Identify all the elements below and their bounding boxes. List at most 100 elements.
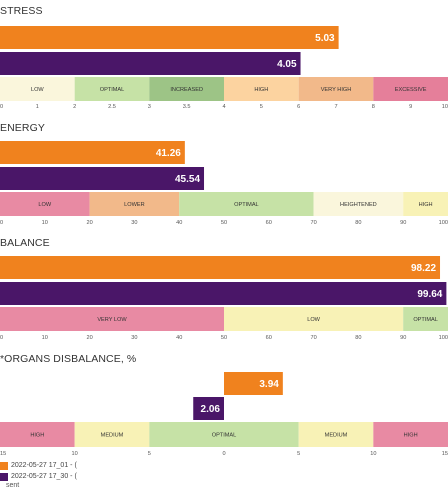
zone-label-0-4: VERY HIGH: [321, 87, 352, 93]
bar-2-series-2: [0, 282, 447, 305]
tick-label-3-0: 15: [0, 451, 6, 457]
tick-label-2-7: 70: [310, 335, 316, 341]
zone-3-1: [74, 422, 150, 447]
zone-label-3-0: HIGH: [30, 433, 44, 439]
bar-2-series-1: [0, 256, 441, 279]
legend-swatch-series-1: [0, 461, 8, 470]
tick-label-3-4: 5: [297, 451, 300, 457]
stress-title: STRESS: [0, 5, 43, 17]
zone-3-2: [149, 422, 299, 447]
tick-label-2-4: 40: [176, 335, 182, 341]
legend-label-series-2: 2022-05-27 17_30 - (: [11, 473, 77, 480]
tick-label-0-3: 2.5: [108, 104, 116, 110]
tick-label-0-1: 1: [36, 104, 39, 110]
zone-label-0-3: HIGH: [254, 87, 268, 93]
tick-label-2-1: 10: [42, 335, 48, 341]
chart-canvas: LOW OPTIMAL INCREASED HIGH VERY HIGH EXCESSIV…: [0, 26, 448, 457]
tick-label-2-3: 30: [131, 335, 137, 341]
tick-label-0-8: 6: [297, 104, 300, 110]
tick-label-1-5: 50: [221, 220, 227, 226]
tick-label-2-5: 50: [221, 335, 227, 341]
bar-0-series-2: [0, 52, 301, 75]
zone-label-1-4: HIGH: [419, 202, 433, 208]
zone-0-3: [224, 77, 299, 101]
zone-label-2-1: LOW: [307, 317, 320, 323]
zone-label-0-1: OPTIMAL: [100, 87, 125, 93]
zone-1-2: [179, 192, 314, 216]
tick-label-3-5: 10: [370, 451, 376, 457]
legend-label-series-1: 2022-05-27 17_01 - (: [11, 462, 77, 469]
zone-2-2: [403, 307, 448, 331]
zone-0-1: [74, 77, 150, 101]
tick-label-1-8: 80: [355, 220, 361, 226]
legend: 2022-05-27 17_01 - ( 2022-05-27 17_30 - …: [0, 460, 77, 489]
bar-label-3-series-1: 3.94: [259, 379, 279, 390]
zone-label-0-2: INCREASED: [170, 87, 203, 93]
zone-1-1: [89, 192, 180, 216]
zone-2-0: [0, 307, 224, 331]
zone-0-4: [298, 77, 374, 101]
zone-label-1-3: HEIGHTENED: [340, 202, 377, 208]
tick-label-2-0: 0: [0, 335, 3, 341]
tick-label-0-11: 9: [409, 104, 412, 110]
bar-label-3-series-2: 2.06: [201, 404, 221, 415]
tick-label-3-6: 15: [442, 451, 448, 457]
zone-2-1: [224, 307, 404, 331]
zone-0-0: [0, 77, 75, 101]
tick-label-2-8: 80: [355, 335, 361, 341]
bar-0-series-1: [0, 26, 339, 49]
zone-label-1-1: LOWER: [124, 202, 145, 208]
tick-label-1-7: 70: [310, 220, 316, 226]
zone-3-4: [373, 422, 448, 447]
zone-label-1-0: LOW: [38, 202, 51, 208]
zone-label-3-3: MEDIUM: [325, 433, 348, 439]
zone-label-2-2: OPTIMAL: [413, 317, 438, 323]
zone-1-4: [403, 192, 448, 216]
tick-label-3-1: 10: [72, 451, 78, 457]
tick-label-2-2: 20: [86, 335, 92, 341]
tick-label-1-0: 0: [0, 220, 3, 226]
zone-label-3-4: HIGH: [404, 433, 418, 439]
legend-item-series-1[interactable]: 2022-05-27 17_01 - (: [0, 460, 77, 471]
tick-label-3-2: 5: [148, 451, 151, 457]
legend-swatch-series-2: [0, 472, 8, 481]
bar-3-series-2: [193, 397, 224, 420]
legend-extra-text: sent: [6, 482, 20, 489]
tick-label-2-9: 90: [400, 335, 406, 341]
zone-0-2: [149, 77, 224, 101]
tick-label-0-0: 0: [0, 104, 3, 110]
balance-title: BALANCE: [0, 237, 50, 249]
zone-label-0-5: EXCESSIVE: [395, 87, 427, 93]
bar-3-series-1: [224, 372, 283, 395]
tick-label-1-1: 10: [42, 220, 48, 226]
tick-label-1-6: 60: [266, 220, 272, 226]
tick-label-2-6: 60: [266, 335, 272, 341]
zone-0-5: [373, 77, 448, 101]
bar-label-1-series-1: 41.26: [156, 148, 181, 159]
zone-3-3: [298, 422, 374, 447]
tick-label-0-6: 4: [222, 104, 225, 110]
tick-label-1-4: 40: [176, 220, 182, 226]
zone-label-3-1: MEDIUM: [101, 433, 124, 439]
zone-1-0: [0, 192, 90, 216]
tick-label-0-2: 2: [73, 104, 76, 110]
tick-label-1-3: 30: [131, 220, 137, 226]
tick-label-0-4: 3: [148, 104, 151, 110]
bar-1-series-2: [0, 167, 205, 190]
bar-1-series-1: [0, 141, 185, 164]
bar-label-1-series-2: 45.54: [175, 174, 200, 185]
zone-label-2-0: VERY LOW: [97, 317, 127, 323]
bar-label-0-series-1: 5.03: [315, 33, 335, 44]
energy-title: ENERGY: [0, 122, 45, 134]
zone-label-0-0: LOW: [31, 87, 44, 93]
zone-1-3: [313, 192, 404, 216]
zone-label-1-2: OPTIMAL: [234, 202, 259, 208]
legend-item-series-2[interactable]: 2022-05-27 17_30 - (: [0, 471, 77, 482]
tick-label-3-3: 0: [222, 451, 225, 457]
bar-label-2-series-1: 98.22: [411, 263, 436, 274]
tick-label-1-10: 100: [439, 220, 448, 226]
bar-label-2-series-2: 99.64: [417, 289, 442, 300]
organs-title: *ORGANS DISBALANCE, %: [0, 353, 137, 365]
tick-label-0-10: 8: [372, 104, 375, 110]
zone-label-3-2: OPTIMAL: [212, 433, 237, 439]
